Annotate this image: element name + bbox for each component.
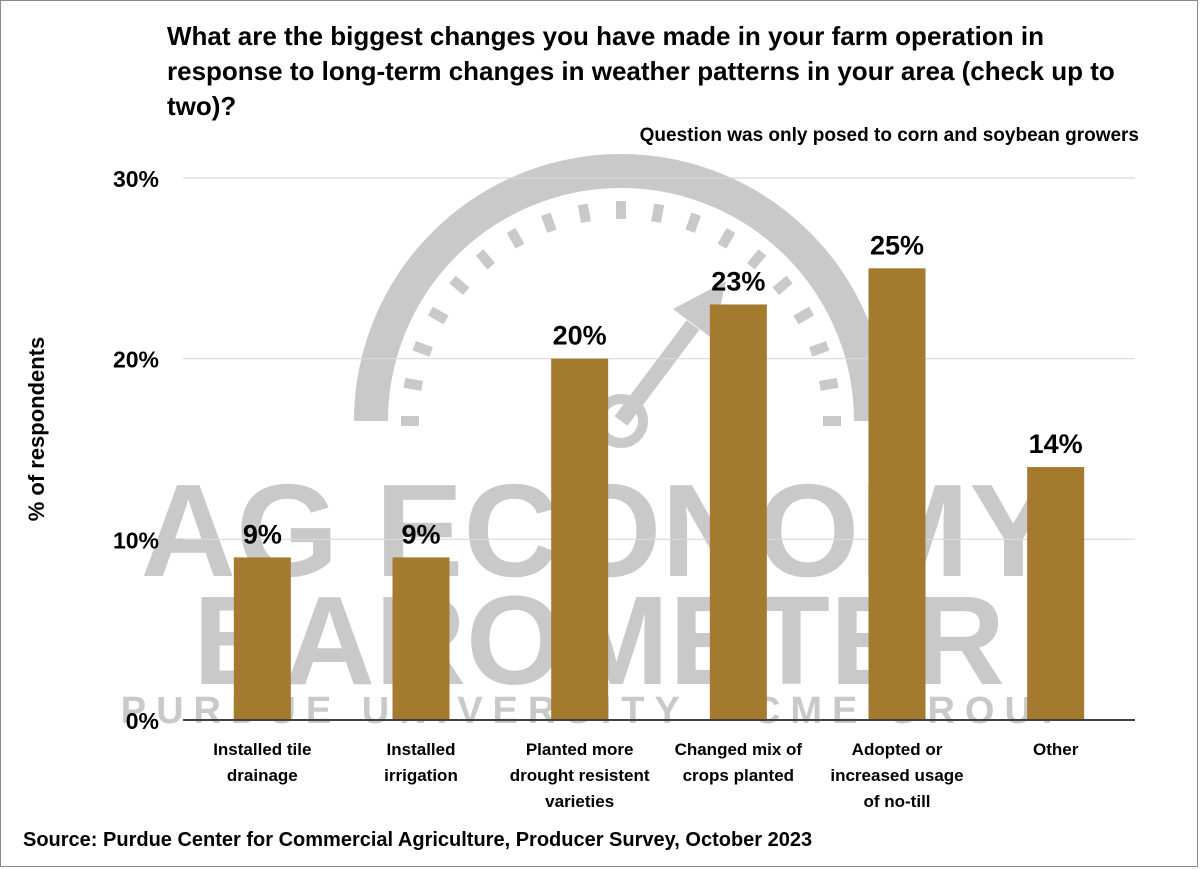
y-tick-label: 10% [113,527,159,553]
x-tick-label: Planted more drought resistent varieties [510,740,650,811]
y-tick-labels: 0% 10% 20% 30% [113,166,159,734]
watermark-gauge-tick [506,227,525,249]
watermark-gauge-tick [717,227,736,249]
watermark-gauge-tick [809,341,830,357]
watermark-gauge-tick [685,212,701,233]
watermark-gauge-tick [412,341,433,357]
data-label: 9% [243,519,282,549]
watermark-gauge-arc [354,154,888,422]
y-axis-label: % of respondents [24,336,49,522]
data-label: 20% [553,321,607,351]
watermark-gauge-tick [449,275,470,295]
y-tick-label: 0% [126,708,159,734]
bar [551,358,609,720]
watermark-gauge-tick [793,306,815,325]
y-tick-label: 20% [113,347,159,373]
watermark-gauge-tick [747,249,767,270]
bar [1027,467,1085,720]
bar [233,557,291,720]
bars [233,268,1085,720]
x-tick-label: Changed mix of crops planted [675,740,803,785]
data-label: 25% [870,230,924,260]
x-tick-label: Installed tile drainage [213,740,311,785]
x-tick-labels: Installed tile drainage Installed irrigatio… [213,740,1079,811]
data-label: 23% [711,266,765,296]
watermark-gauge-tick [577,203,591,223]
x-tick-label: Adopted or increased usage of no-till [830,740,963,811]
data-labels: 9% 9% 20% 23% 25% 14% [243,230,1083,549]
data-label: 14% [1029,429,1083,459]
data-label: 9% [401,519,440,549]
chart-title: What are the biggest changes you have ma… [167,21,1115,121]
bar [392,557,450,720]
bar [868,268,926,720]
x-tick-label: Other [1033,740,1079,759]
watermark-gauge-tick [427,306,449,325]
source-note: Source: Purdue Center for Commercial Agr… [23,829,813,851]
watermark-gauge-tick [772,275,793,295]
gridlines [183,177,1135,540]
chart-note: Question was only posed to corn and soyb… [639,125,1139,146]
watermark-gauge-tick [475,249,495,270]
watermark-gauge-tick [819,377,839,391]
y-tick-label: 30% [113,166,159,192]
watermark-gauge-tick [541,212,557,233]
x-tick-label: Installed irrigation [384,740,458,785]
bar [709,304,767,720]
watermark-gauge-tick [651,203,665,223]
watermark-gauge-tick [403,377,423,391]
